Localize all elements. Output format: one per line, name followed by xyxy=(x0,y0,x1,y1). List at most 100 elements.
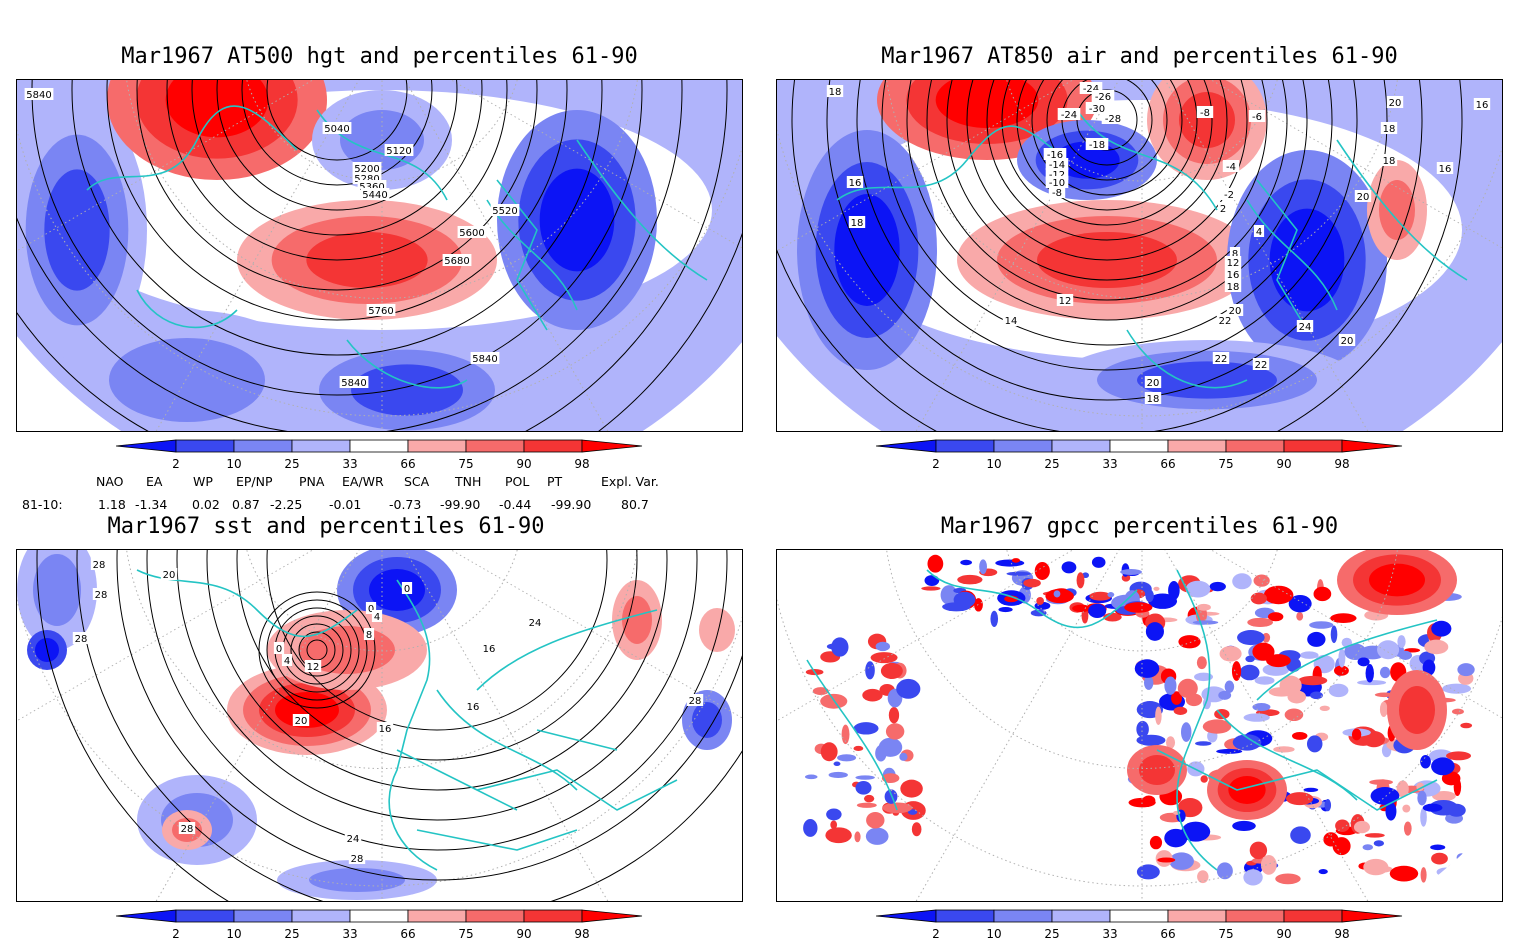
precip-patch xyxy=(837,754,857,762)
precip-patch xyxy=(1436,867,1455,877)
precip-patch xyxy=(1143,675,1154,690)
contour-label: 20 xyxy=(1341,336,1354,347)
contour-label-box xyxy=(826,85,844,97)
precip-patch xyxy=(1309,621,1334,629)
precip-patch xyxy=(1216,862,1233,880)
colorbar-arrow-right xyxy=(581,439,643,453)
map-sst: 28 20 28 28 0 0 4 8 12 4 0 20 16 16 24 16 28 28 24 28 xyxy=(16,549,743,902)
precip-patch xyxy=(1224,680,1235,693)
contour-label: -8 xyxy=(1200,108,1210,119)
precip-patch xyxy=(1335,819,1350,833)
coastline xyxy=(806,659,1438,811)
colorbar-segment xyxy=(233,439,293,453)
anomaly-patch xyxy=(1379,180,1415,240)
precip-patch xyxy=(1149,835,1163,850)
precip-patch xyxy=(880,662,903,679)
value-wp: 0.02 xyxy=(192,497,220,512)
contour-label: 24 xyxy=(529,618,542,629)
contour-label: 16 xyxy=(379,724,392,735)
anomaly-patch xyxy=(622,596,652,644)
contour-label: 16 xyxy=(1227,270,1240,281)
precip-patch xyxy=(1363,858,1389,876)
precip-patch xyxy=(1447,803,1466,817)
precip-patch xyxy=(940,585,958,605)
contour-label-box xyxy=(1216,314,1234,326)
colorbar-tick-label: 90 xyxy=(516,927,531,940)
contour-label-box xyxy=(1253,225,1265,237)
panel-title-sst: Mar1967 sst and percentiles 61-90 xyxy=(107,514,545,539)
map-air850: 18 -24 -26 -30 -24 -28 -18 -8 -6 20 16 18 -16 -14 -12-… xyxy=(776,79,1503,432)
precip-patch xyxy=(1239,664,1260,681)
precip-patch xyxy=(1171,691,1182,705)
precip-patch xyxy=(1232,573,1252,590)
anomaly-patch xyxy=(1399,686,1435,734)
precip-patch xyxy=(1232,820,1256,831)
anomaly-patch xyxy=(351,364,463,416)
contour-label-box xyxy=(442,254,472,266)
colorbar-segment xyxy=(523,439,583,453)
colorbar-segment xyxy=(1051,909,1111,923)
map-air850-canvas: 18 -24-26-30-24 -28-18-8 -620 1618-16-14-12-… xyxy=(777,80,1502,431)
colorbar-segment xyxy=(407,909,467,923)
precip-patch xyxy=(998,607,1013,613)
colorbar-segment xyxy=(1225,439,1285,453)
contour-line xyxy=(241,80,433,186)
contour-line xyxy=(17,80,683,431)
precip-patch xyxy=(1155,706,1162,725)
precip-patch xyxy=(1036,596,1044,605)
contour-label-box xyxy=(1380,154,1398,166)
contour-label-box xyxy=(1212,352,1230,364)
precip-patch xyxy=(1249,841,1268,860)
contour-label-box xyxy=(1085,102,1109,114)
anomaly-patch xyxy=(935,80,1039,128)
precip-patch xyxy=(830,820,838,830)
anomaly-patch xyxy=(109,338,265,422)
precip-patch xyxy=(865,661,875,680)
colorbar-tick-label: 75 xyxy=(458,457,473,470)
colorbar-tick-label: 90 xyxy=(1276,927,1291,940)
contour-label-box xyxy=(160,568,178,580)
precip-patch xyxy=(1338,648,1346,668)
contour-line xyxy=(791,80,1423,431)
precip-patch xyxy=(960,559,973,566)
latitude-gridline xyxy=(777,80,1502,417)
precip-patch xyxy=(853,722,879,735)
precip-patch xyxy=(1453,777,1462,796)
colorbar-tick-label: 2 xyxy=(172,457,180,470)
contour-label-box xyxy=(1196,106,1214,118)
coastline xyxy=(926,569,1438,871)
precip-patch xyxy=(1247,617,1274,627)
header-tnh: TNH xyxy=(455,474,482,489)
contour-label-box xyxy=(1217,202,1229,214)
contour-label: -28 xyxy=(1105,114,1121,125)
precip-patch xyxy=(870,652,898,664)
contour-label-box xyxy=(92,588,110,600)
contour-label: 28 xyxy=(351,854,364,865)
colorbar-tick-label: 66 xyxy=(1160,927,1175,940)
colorbar-arrow-right xyxy=(1341,439,1403,453)
colorbar-segment xyxy=(175,439,235,453)
contour-label: 5440 xyxy=(362,190,387,201)
contour-label: 14 xyxy=(1005,316,1018,327)
precip-patch xyxy=(1328,683,1349,698)
contour-label: 5360 xyxy=(359,182,384,193)
precip-patch xyxy=(882,802,913,814)
precip-patch xyxy=(1177,678,1198,698)
contour-label: -10 xyxy=(1049,178,1065,189)
contour-line xyxy=(17,80,728,431)
precip-patch xyxy=(1153,586,1160,591)
contour-line xyxy=(906,80,1308,321)
map-gpcc xyxy=(776,549,1503,902)
longitude-gridline xyxy=(381,550,618,901)
contour-line xyxy=(136,80,538,291)
longitude-gridline xyxy=(381,550,742,746)
precip-patch xyxy=(1145,622,1164,641)
contour-label-box xyxy=(292,714,310,726)
anomaly-patch xyxy=(1137,361,1277,399)
precip-patch xyxy=(1431,620,1452,637)
precip-patch xyxy=(1288,594,1312,613)
precip-patch xyxy=(1377,640,1400,660)
contour-label: -2 xyxy=(1224,190,1234,201)
precip-patch xyxy=(1451,708,1464,715)
